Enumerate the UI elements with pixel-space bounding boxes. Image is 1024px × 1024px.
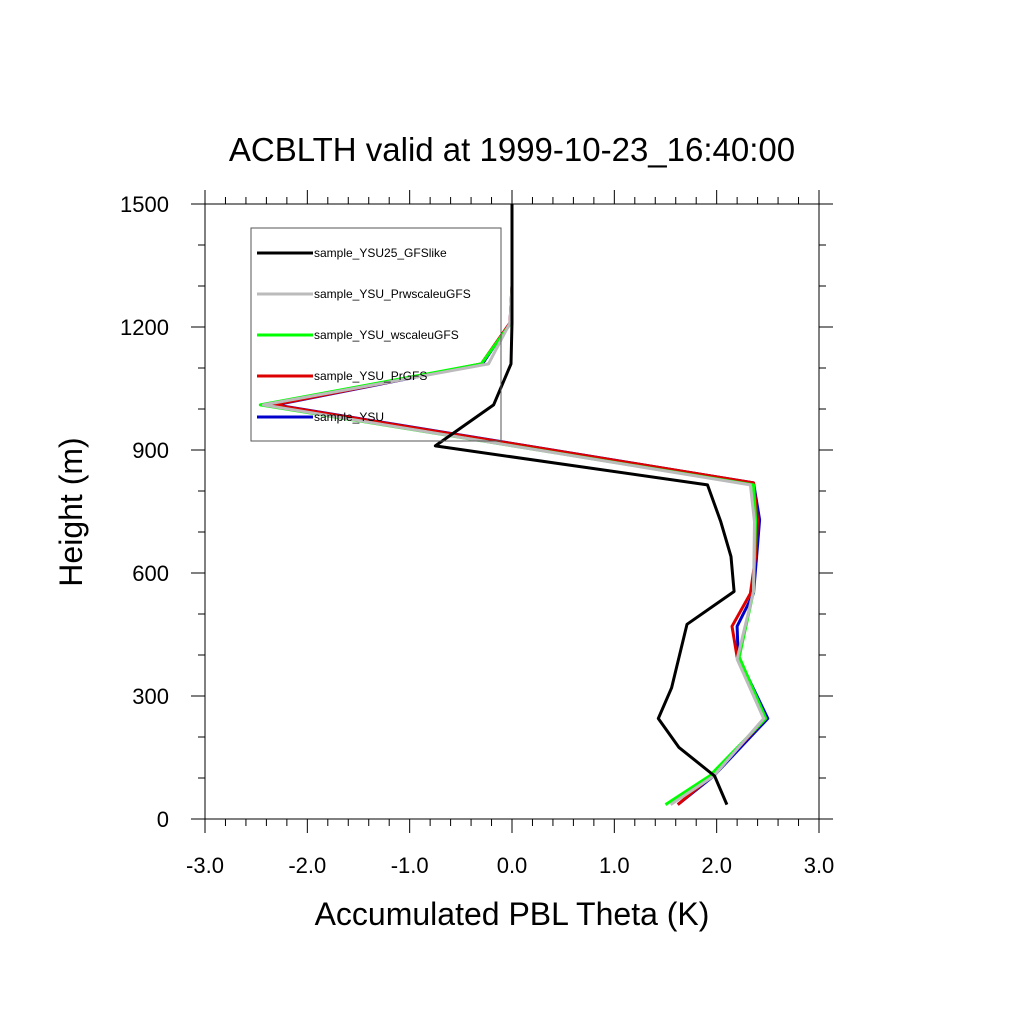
legend-box [250,227,502,442]
legend-label: sample_YSU_PrGFS [314,369,427,383]
x-tick-label: -3.0 [186,853,224,878]
chart-title: ACBLTH valid at 1999-10-23_16:40:00 [229,131,795,168]
x-tick-label: -2.0 [288,853,326,878]
series-line-1 [433,204,736,806]
legend-label: sample_YSU25_GFSlike [314,246,447,260]
y-axis-label: Height (m) [53,437,89,586]
x-tick-label: -1.0 [391,853,429,878]
legend-label: sample_YSU_wscaleuGFS [314,328,459,342]
x-tick-label: 2.0 [701,853,732,878]
x-tick-label: 0.0 [497,853,528,878]
y-tick-label: 600 [132,561,169,586]
y-tick-label: 300 [132,684,169,709]
legend-label: sample_YSU_PrwscaleuGFS [314,287,471,301]
y-tick-label: 1200 [120,315,169,340]
legend: sample_YSU25_GFSlike sample_YSU_Prwscaleu… [250,227,502,442]
series-line-2 [261,285,766,806]
data-series [258,204,770,806]
x-tick-label: 1.0 [599,853,630,878]
tick-labels: -3.0 -2.0 -1.0 0.0 1.0 2.0 3.0 0 300 600 900 1200 15… [120,192,834,878]
legend-label: sample_YSU [314,410,384,424]
y-tick-label: 1500 [120,192,169,217]
x-axis-label: Accumulated PBL Theta (K) [315,896,710,932]
y-tick-label: 0 [157,807,169,832]
plot-frame [204,203,820,820]
y-tick-label: 900 [132,438,169,463]
x-tick-label: 3.0 [804,853,835,878]
axis-ticks [191,190,833,833]
